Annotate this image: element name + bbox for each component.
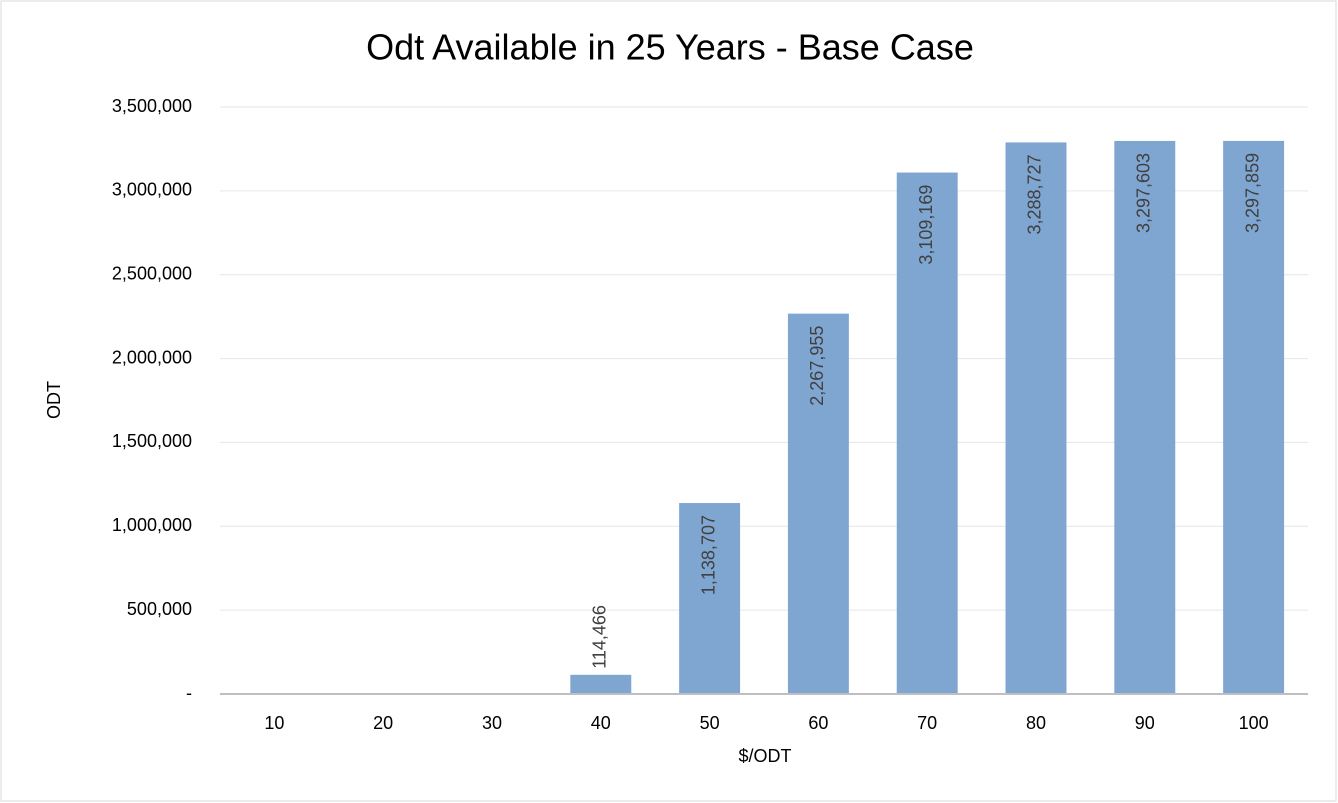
x-tick-label: 10	[264, 713, 284, 733]
value-label: 114,466	[590, 605, 610, 669]
x-tick-label: 80	[1026, 713, 1046, 733]
value-label: 2,267,955	[807, 326, 827, 406]
x-tick-label: 100	[1239, 713, 1269, 733]
y-tick-label: 3,000,000	[112, 180, 192, 200]
value-label: 1,138,707	[698, 515, 718, 595]
y-tick-label: 1,500,000	[112, 431, 192, 451]
y-tick-label: 500,000	[127, 599, 192, 619]
x-tick-label: 70	[917, 713, 937, 733]
bar	[1223, 140, 1285, 695]
value-label: 3,297,859	[1242, 153, 1262, 233]
bar	[896, 172, 958, 694]
y-tick-label: 1,000,000	[112, 515, 192, 535]
x-tick-label: 50	[700, 713, 720, 733]
value-label: 3,297,603	[1134, 153, 1154, 233]
bar	[787, 313, 849, 694]
x-axis-label: $/ODT	[738, 746, 791, 766]
y-tick-label: -	[186, 683, 192, 703]
y-tick-label: 2,000,000	[112, 347, 192, 367]
y-tick-label: 2,500,000	[112, 263, 192, 283]
x-tick-label: 30	[482, 713, 502, 733]
x-tick-label: 60	[808, 713, 828, 733]
x-tick-label: 40	[591, 713, 611, 733]
x-tick-label: 90	[1135, 713, 1155, 733]
y-axis-label: ODT	[44, 381, 64, 419]
y-tick-label: 3,500,000	[112, 96, 192, 116]
bar	[570, 674, 632, 694]
x-tick-label: 20	[373, 713, 393, 733]
value-label: 3,109,169	[916, 185, 936, 265]
bar	[679, 503, 741, 694]
chart-title: Odt Available in 25 Years - Base Case	[366, 27, 974, 68]
bar	[1114, 140, 1176, 694]
bar	[1005, 142, 1067, 695]
value-label: 3,288,727	[1025, 154, 1045, 234]
